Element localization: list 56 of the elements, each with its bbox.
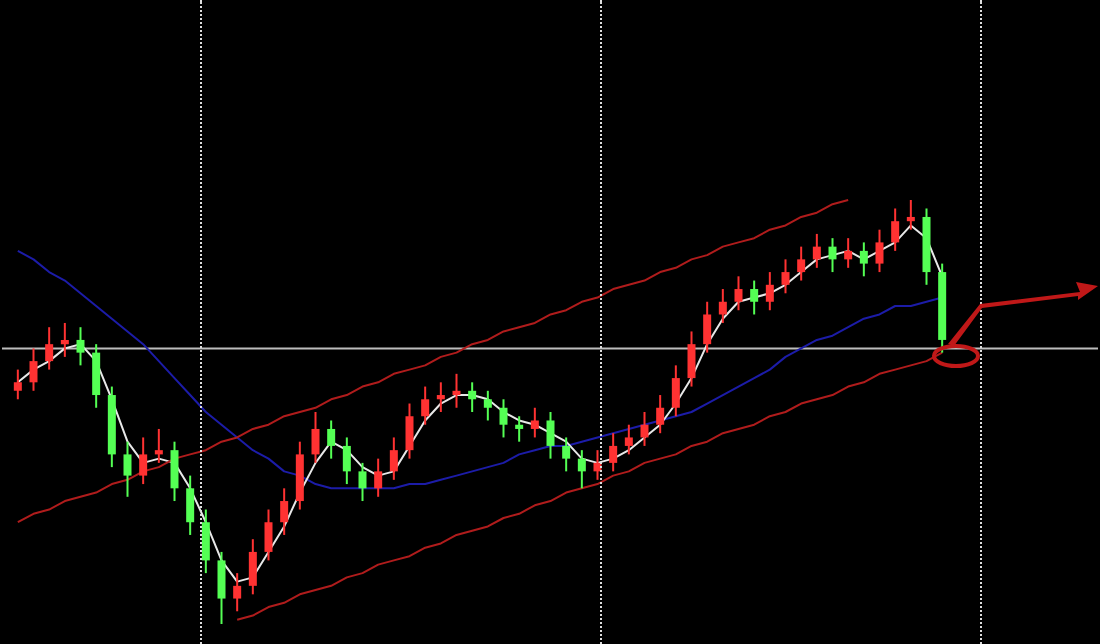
candlestick [248, 538, 257, 596]
candlestick [562, 436, 571, 473]
candlestick [186, 474, 195, 536]
candlestick [640, 411, 649, 447]
candlestick [515, 415, 524, 443]
candlestick [624, 423, 633, 456]
candlestick [687, 330, 696, 388]
candlestick [45, 326, 54, 371]
candlestick [436, 381, 445, 413]
candlestick [342, 436, 351, 486]
candlestick [859, 241, 868, 278]
candlestick [13, 368, 22, 401]
candlestick [389, 436, 398, 481]
candlestick [311, 411, 320, 464]
candlestick [703, 300, 712, 354]
candlestick [765, 271, 774, 312]
candlestick [295, 440, 304, 511]
candlestick [797, 245, 806, 282]
candlestick [170, 440, 179, 503]
candlestick [201, 508, 210, 575]
candlestick [233, 572, 242, 613]
candlestick [891, 207, 900, 252]
candlestick [60, 321, 69, 358]
candlestick [828, 237, 837, 274]
candlestick [139, 436, 148, 486]
candlestick [844, 237, 853, 269]
candlestick [123, 440, 132, 498]
candlestick [483, 389, 492, 422]
candlestick [468, 381, 477, 413]
candlestick [577, 449, 586, 490]
candlestick [875, 228, 884, 274]
candlestick [421, 385, 430, 426]
candlestick [734, 275, 743, 312]
candlestick [546, 411, 555, 460]
candlestick [217, 550, 226, 625]
candlestick [154, 427, 163, 464]
candlestick [29, 347, 38, 392]
candlestick [358, 461, 367, 503]
candlestick [718, 288, 727, 324]
candlestick [452, 372, 461, 409]
candlestick [812, 232, 821, 269]
candlestick [906, 199, 915, 231]
candlestick [750, 279, 759, 316]
candlestick [264, 508, 273, 562]
candlestick [327, 419, 336, 460]
candlestick [499, 398, 508, 439]
candlestick [280, 487, 289, 536]
candlestick [530, 406, 539, 439]
candlestick [609, 432, 618, 473]
candlestick [781, 258, 790, 295]
candlestick [374, 457, 383, 498]
candlestick [671, 364, 680, 418]
candlestick [405, 402, 414, 460]
candlestick [656, 394, 665, 435]
candlestick [76, 326, 85, 367]
candlestick [92, 343, 101, 409]
